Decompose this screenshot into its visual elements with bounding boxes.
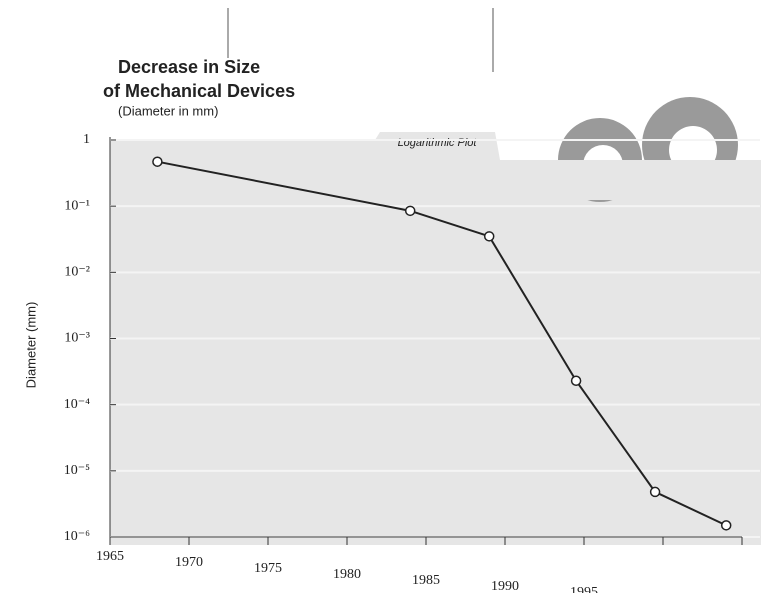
data-point (483, 231, 495, 242)
data-point (404, 205, 416, 217)
y-tick-label: 10⁻⁴ (64, 397, 90, 412)
data-point (152, 156, 163, 167)
y-axis-label: Diameter (mm) (23, 302, 38, 389)
annotation: Logarithmic Plot (398, 137, 478, 149)
x-tick-label: 1980 (333, 567, 361, 582)
y-tick-label: 10⁻⁶ (64, 529, 90, 544)
x-tick-label: 1965 (96, 549, 124, 564)
x-tick-label: 1995 (570, 585, 598, 593)
y-tick-label: 1 (83, 132, 90, 147)
chart-subtitle: (Diameter in mm) (118, 103, 218, 118)
data-point (649, 486, 661, 498)
y-tick-label: 10⁻³ (64, 331, 90, 346)
plot-background (540, 160, 761, 200)
chart-title: Decrease in Size (118, 57, 260, 77)
x-tick-label: 1985 (412, 573, 440, 588)
x-tick-label: 1970 (175, 555, 203, 570)
data-point (720, 520, 732, 531)
chart-title: of Mechanical Devices (103, 81, 295, 101)
data-line (157, 160, 727, 527)
data-point (570, 375, 582, 386)
x-tick-label: 2000 (649, 591, 677, 593)
y-tick-label: 10⁻⁵ (64, 463, 90, 478)
x-tick-label: 1990 (491, 579, 519, 593)
x-tick-label: 1975 (254, 561, 282, 576)
y-tick-label: 10⁻² (64, 265, 90, 280)
y-tick-label: 10⁻¹ (64, 198, 90, 213)
